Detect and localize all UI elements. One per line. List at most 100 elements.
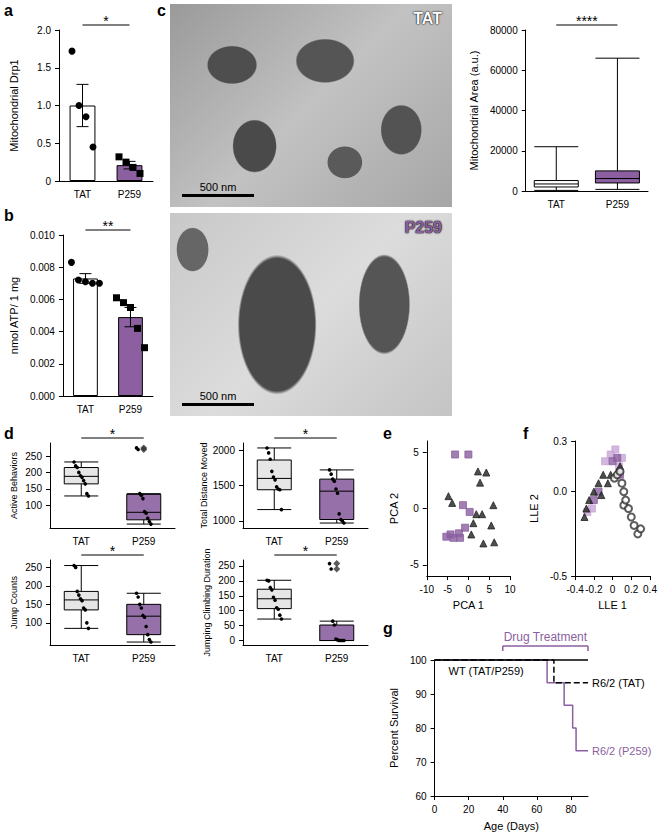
svg-text:PCA 2: PCA 2 [388,493,400,524]
svg-text:0: 0 [45,176,51,187]
svg-text:40: 40 [497,804,509,815]
svg-text:1500: 1500 [213,480,236,491]
svg-text:LLE 1: LLE 1 [598,599,627,611]
svg-text:TAT: TAT [74,189,91,200]
svg-text:0.010: 0.010 [30,230,55,241]
svg-text:100: 100 [218,605,235,616]
svg-text:0.3: 0.3 [553,436,567,447]
svg-text:0: 0 [229,635,235,646]
svg-text:200: 200 [218,575,235,586]
svg-text:0: 0 [512,186,518,197]
svg-text:1.0: 1.0 [37,100,51,111]
svg-text:0.000: 0.000 [30,391,55,402]
svg-text:0: 0 [432,804,438,815]
svg-text:TAT: TAT [548,199,565,210]
svg-text:TAT: TAT [73,653,90,664]
svg-text:-10: -10 [420,584,435,595]
svg-text:0: 0 [413,503,419,514]
svg-text:40000: 40000 [490,105,518,116]
svg-text:0.006: 0.006 [30,294,55,305]
svg-text:-5: -5 [410,559,419,570]
svg-text:70: 70 [415,757,427,768]
svg-text:LLE 2: LLE 2 [528,494,540,523]
svg-text:P259: P259 [325,536,349,547]
svg-text:**: ** [103,218,114,234]
svg-text:PCA 1: PCA 1 [453,599,484,611]
svg-text:Drug Treatment: Drug Treatment [504,630,588,644]
svg-text:Age (Days): Age (Days) [484,820,539,832]
svg-text:*: * [110,543,116,559]
svg-text:-0.4: -0.4 [567,584,585,595]
svg-text:10: 10 [504,584,516,595]
svg-text:5: 5 [413,447,419,458]
svg-text:150: 150 [25,599,42,610]
html-text:P259: P259 [404,219,442,236]
svg-text:1.5: 1.5 [37,62,51,73]
svg-text:80000: 80000 [490,25,518,36]
svg-text:nmol ATP/ 1 mg: nmol ATP/ 1 mg [8,277,20,354]
svg-text:20000: 20000 [490,145,518,156]
svg-text:Jump Counts: Jump Counts [9,575,19,629]
svg-text:*: * [103,13,109,29]
svg-text:2.0: 2.0 [37,25,51,36]
svg-text:100: 100 [410,655,427,666]
svg-text:P259: P259 [118,189,142,200]
svg-text:250: 250 [25,451,42,462]
svg-text:250: 250 [218,560,235,571]
svg-text:TAT: TAT [73,536,90,547]
svg-text:1000: 1000 [213,515,236,526]
svg-text:R6/2 (TAT): R6/2 (TAT) [592,677,645,689]
svg-text:Total Distance Moved: Total Distance Moved [199,442,209,528]
svg-text:80: 80 [565,804,577,815]
svg-text:250: 250 [25,562,42,573]
svg-text:0.5: 0.5 [37,138,51,149]
html-text:TAT: TAT [413,10,442,27]
svg-text:0.4: 0.4 [643,584,657,595]
svg-text:0.002: 0.002 [30,358,55,369]
svg-text:60: 60 [415,791,427,802]
svg-text:-0.2: -0.2 [585,584,603,595]
svg-text:Jumping Climbing Duration: Jumping Climbing Duration [202,548,212,656]
svg-text:0: 0 [466,584,472,595]
svg-text:100: 100 [25,500,42,511]
svg-text:Percent Survival: Percent Survival [388,688,400,768]
svg-text:Mitochondrial Area (a.u.): Mitochondrial Area (a.u.) [468,51,480,171]
svg-text:P259: P259 [325,653,349,664]
svg-text:TAT: TAT [77,404,94,415]
svg-text:50: 50 [224,620,236,631]
svg-text:*: * [303,426,309,442]
svg-text:P259: P259 [132,536,156,547]
svg-text:200: 200 [25,580,42,591]
svg-text:Active Behaviors: Active Behaviors [9,451,19,519]
svg-text:0.004: 0.004 [30,326,55,337]
svg-text:0.2: 0.2 [624,584,638,595]
html-text:500 nm: 500 nm [199,181,237,193]
svg-text:150: 150 [25,483,42,494]
svg-text:0: 0 [610,584,616,595]
svg-text:100: 100 [25,617,42,628]
svg-text:*: * [110,426,116,442]
svg-text:5: 5 [486,584,492,595]
svg-text:*: * [303,543,309,559]
svg-text:150: 150 [218,590,235,601]
svg-text:TAT: TAT [266,653,283,664]
svg-text:Mitochondrial Drp1: Mitochondrial Drp1 [8,59,20,151]
svg-text:-0.5: -0.5 [550,571,568,582]
svg-text:P259: P259 [606,199,630,210]
svg-text:P259: P259 [132,653,156,664]
svg-text:P259: P259 [119,404,143,415]
svg-text:0.008: 0.008 [30,262,55,273]
svg-text:20: 20 [463,804,475,815]
svg-text:60000: 60000 [490,65,518,76]
svg-text:80: 80 [415,723,427,734]
svg-text:0.0: 0.0 [553,486,567,497]
svg-text:****: **** [576,13,598,29]
svg-text:TAT: TAT [266,536,283,547]
svg-text:2000: 2000 [213,445,236,456]
svg-text:90: 90 [415,689,427,700]
svg-text:-5: -5 [443,584,452,595]
svg-text:WT (TAT/P259): WT (TAT/P259) [449,665,524,677]
svg-text:200: 200 [25,467,42,478]
svg-text:60: 60 [531,804,543,815]
svg-text:R6/2 (P259): R6/2 (P259) [592,745,651,757]
